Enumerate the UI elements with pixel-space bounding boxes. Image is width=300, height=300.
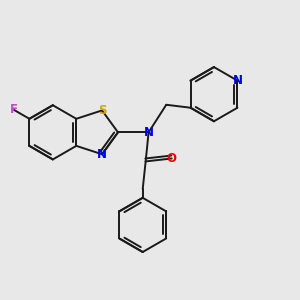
Text: N: N: [144, 126, 154, 139]
Text: O: O: [167, 152, 177, 165]
Text: N: N: [97, 148, 107, 161]
Text: F: F: [10, 103, 18, 116]
Text: N: N: [232, 74, 242, 87]
Text: S: S: [98, 104, 106, 117]
